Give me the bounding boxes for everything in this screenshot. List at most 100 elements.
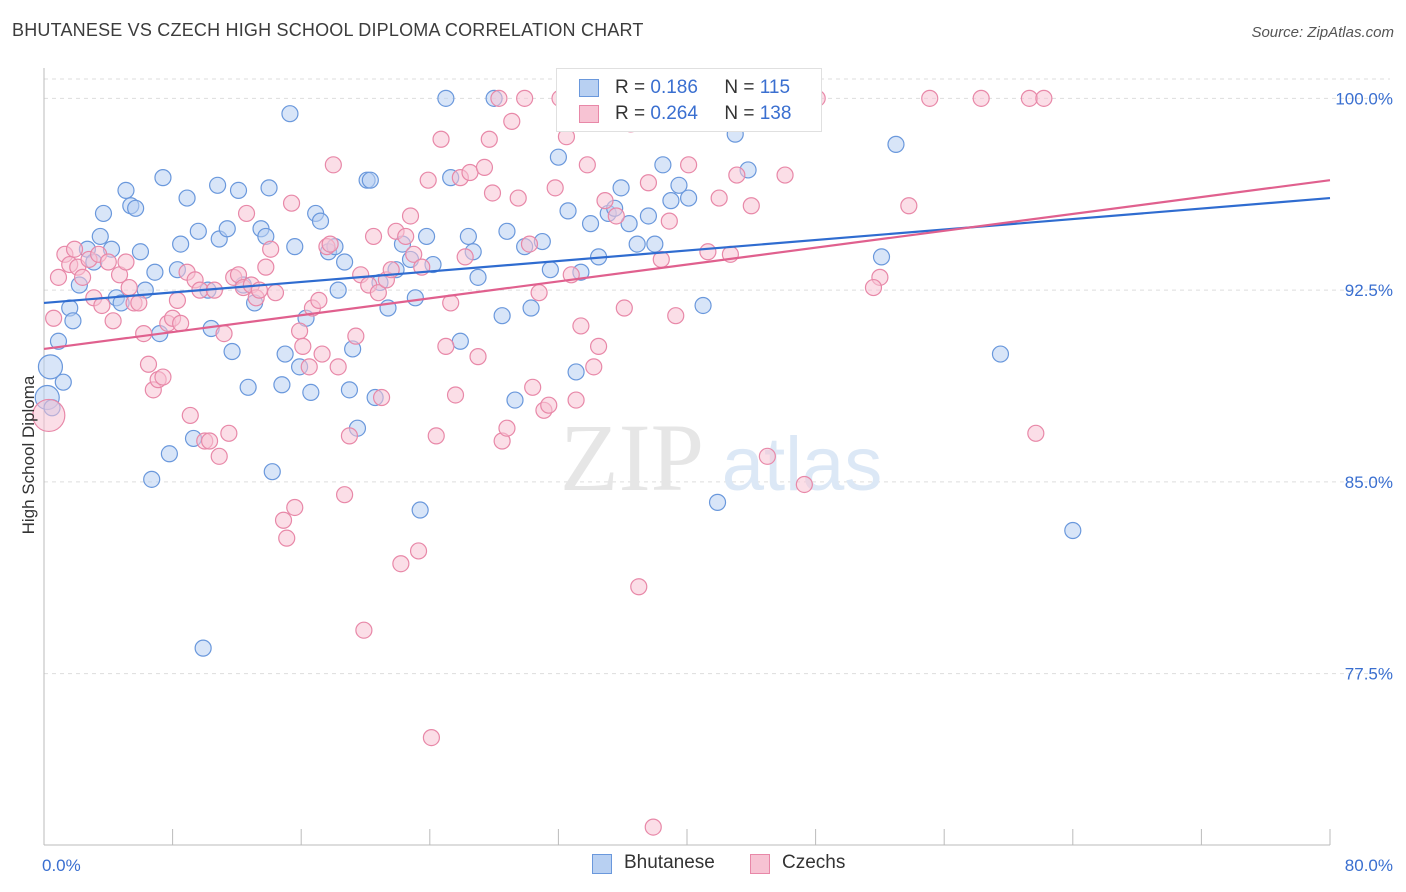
bhutanese-point xyxy=(417,227,436,246)
bhutanese-point xyxy=(276,345,294,363)
bhutanese-point xyxy=(260,179,278,197)
bhutanese-point xyxy=(340,381,359,399)
czechs-point xyxy=(324,156,342,174)
czechs-point xyxy=(427,427,445,445)
bhutanese-point xyxy=(654,156,672,174)
czechs-point xyxy=(615,299,633,317)
czechs-point xyxy=(172,314,190,332)
bhutanese-point xyxy=(64,312,82,330)
bhutanese-point xyxy=(646,235,664,253)
x-tick-label: 80.0% xyxy=(1345,856,1393,875)
legend-text: R = 0.264 N = 138 xyxy=(615,103,791,125)
bhutanese-point xyxy=(49,332,68,350)
czechs-point xyxy=(282,194,301,212)
czechs-point xyxy=(483,184,502,202)
bhutanese-point xyxy=(639,207,658,225)
bhutanese-point xyxy=(178,189,196,207)
czechs-point xyxy=(540,396,558,414)
bhutanese-point xyxy=(286,238,304,256)
trend-layer xyxy=(43,179,1331,351)
bhutanese-point xyxy=(223,342,241,361)
czechs-point xyxy=(776,166,794,184)
czechs-point xyxy=(340,427,359,445)
czechs-point xyxy=(585,358,603,376)
czechs-point xyxy=(104,312,122,330)
czechs-point xyxy=(432,130,450,148)
bhutanese-point xyxy=(612,179,630,197)
czechs-point xyxy=(900,197,918,215)
czechs-point xyxy=(117,253,135,271)
bhutanese-point xyxy=(694,296,712,315)
czechs-point xyxy=(516,89,534,107)
czechs-point xyxy=(419,171,437,189)
bhutanese-point xyxy=(628,235,646,253)
czechs-point xyxy=(154,368,172,386)
bhutanese-point xyxy=(620,215,638,233)
czechs-point xyxy=(65,240,84,258)
czechs-point xyxy=(321,235,339,253)
grid-layer xyxy=(44,78,1390,675)
czechs-point xyxy=(1020,89,1038,107)
czechs-point xyxy=(355,621,373,639)
czechs-point xyxy=(135,324,153,343)
bhutanese-point xyxy=(160,445,178,463)
czechs-point xyxy=(456,248,474,266)
czechs-point xyxy=(200,432,219,450)
bhutanese-point xyxy=(680,189,698,207)
czechs-point xyxy=(921,89,939,107)
czechs-point xyxy=(266,284,285,302)
chart-title: BHUTANESE VS CZECH HIGH SCHOOL DIPLOMA C… xyxy=(12,20,644,40)
czechs-point xyxy=(99,253,117,271)
points-layer xyxy=(32,89,1082,836)
czechs-point xyxy=(392,555,410,573)
czechs-point xyxy=(742,197,760,215)
bhutanese-point xyxy=(146,263,164,281)
czechs-point xyxy=(699,243,717,261)
bhutanese-point xyxy=(411,501,429,519)
czechs-point xyxy=(49,268,68,286)
czechs-point xyxy=(446,386,465,404)
legend-n-label: N = xyxy=(724,103,755,124)
czechs-point xyxy=(313,345,331,363)
bhutanese-point xyxy=(498,222,516,240)
czechs-point xyxy=(509,189,527,207)
y-tick-label: 85.0% xyxy=(1345,473,1393,492)
czechs-point xyxy=(578,156,596,174)
bhutanese-point xyxy=(451,332,469,350)
czechs-point xyxy=(329,358,347,376)
bhutanese-point xyxy=(209,176,227,194)
czechs-point xyxy=(524,378,542,396)
czechs-point xyxy=(168,291,187,309)
y-axis-label: High School Diploma xyxy=(19,375,38,534)
czechs-point xyxy=(475,158,494,176)
czechs-point xyxy=(607,207,625,225)
stats-legend: R = 0.186 N = 115 R = 0.264 N = 138 xyxy=(556,68,822,132)
bhutanese-point xyxy=(302,383,320,402)
bhutanese-point xyxy=(172,235,190,253)
y-tick-label: 92.5% xyxy=(1345,281,1393,300)
bhutanese-point xyxy=(1064,521,1082,540)
czechs-point xyxy=(181,406,199,425)
czechs-point xyxy=(795,475,813,494)
czechs-point xyxy=(257,258,275,276)
watermark: ZIP atlas xyxy=(560,404,882,511)
czechs-point xyxy=(93,296,111,315)
bhutanese-point xyxy=(273,376,291,394)
czechs-point xyxy=(401,207,420,225)
czechs-point xyxy=(310,291,328,309)
bhutanese-point xyxy=(117,181,135,200)
y-tick-label: 100.0% xyxy=(1335,89,1393,108)
bhutanese-point xyxy=(127,199,145,217)
czechs-point xyxy=(405,245,423,263)
bhutanese-point xyxy=(154,169,172,187)
bhutanese-point xyxy=(329,281,347,299)
legend-r-label: R = xyxy=(615,103,646,124)
czechs-point xyxy=(210,447,228,465)
bhutanese-point xyxy=(662,192,680,210)
czechs-point xyxy=(710,189,728,207)
czechs-point xyxy=(644,818,662,836)
czechs-point xyxy=(130,294,148,312)
czechs-point xyxy=(680,156,698,174)
czechs-point xyxy=(336,486,354,504)
